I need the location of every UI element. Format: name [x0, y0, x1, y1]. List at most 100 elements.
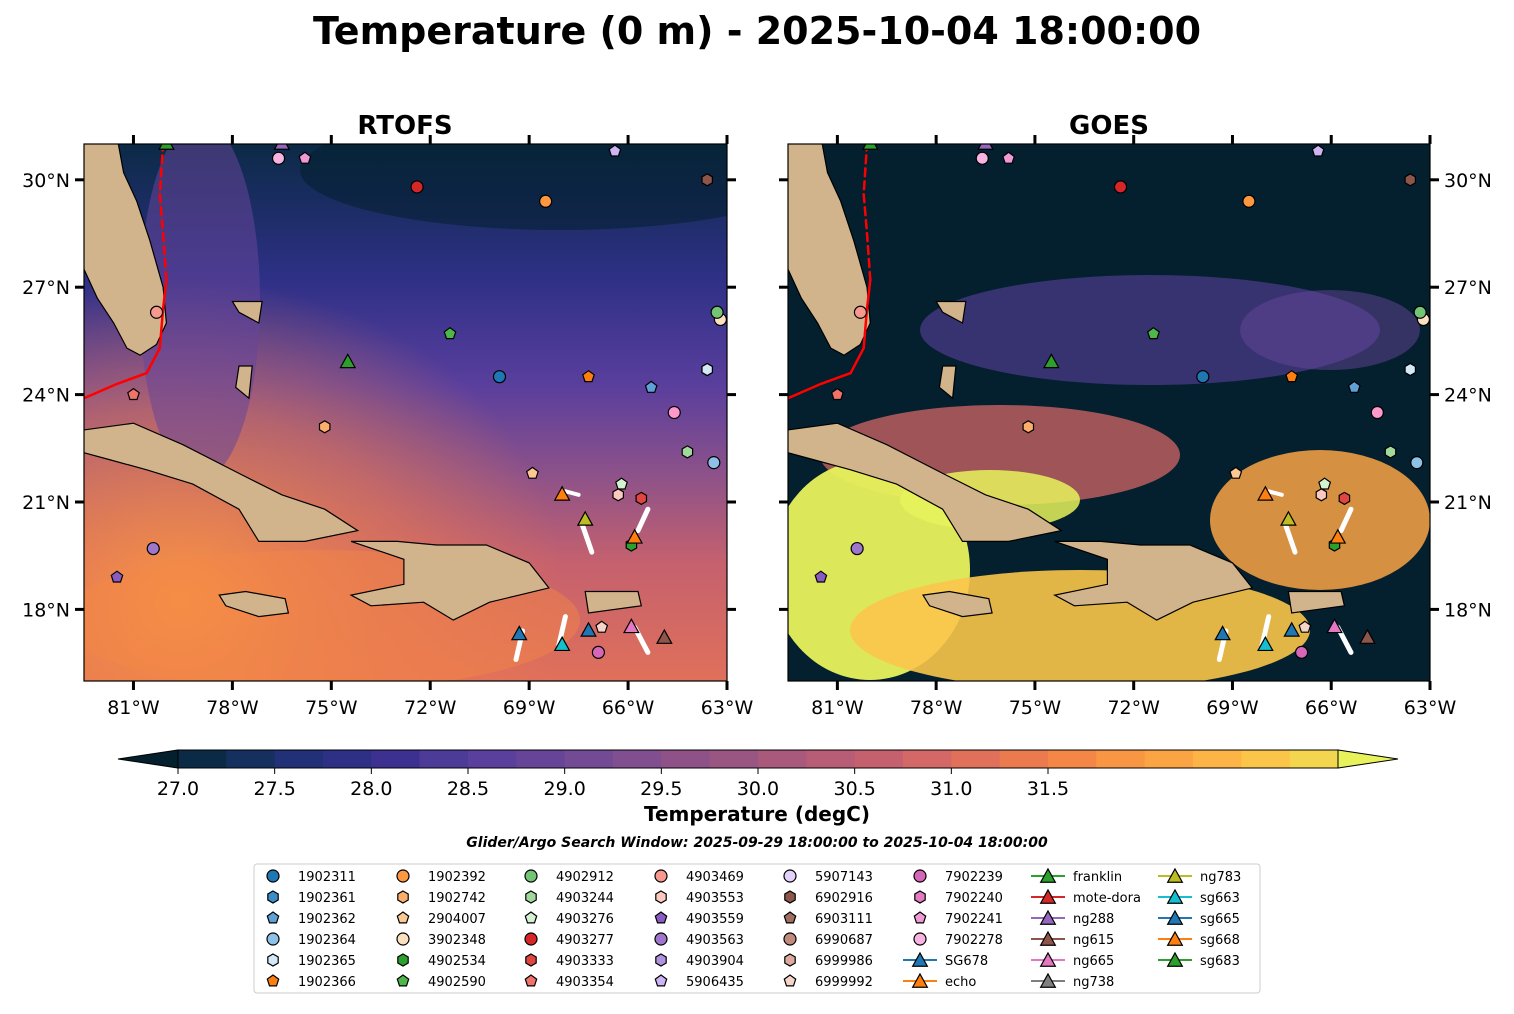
legend-label: ng738	[1073, 975, 1114, 990]
legend-marker-4903277	[524, 932, 538, 946]
colorbar-tick-label: 30.5	[834, 778, 876, 800]
legend-marker-7902241	[913, 911, 927, 924]
glider-echo	[1257, 485, 1274, 501]
colorbar-segment	[1193, 750, 1242, 768]
obs-7902278	[975, 151, 989, 165]
legend-marker-1902392	[396, 869, 410, 883]
andros-land	[235, 365, 253, 400]
legend-label: 4903904	[686, 954, 744, 969]
colorbar-label: Temperature (degC)	[644, 802, 870, 826]
obs-7902278b	[667, 405, 681, 420]
obs-4903244	[1384, 445, 1397, 459]
legend-label: sg668	[1200, 933, 1240, 948]
legend-marker-ng615	[1039, 930, 1057, 946]
legend-marker-4903244	[525, 890, 537, 904]
legend-marker-5906435	[654, 974, 668, 987]
xtick-label: 66°W	[602, 697, 655, 719]
glider-track-6	[563, 489, 581, 497]
legend-marker-7902240	[914, 890, 926, 904]
legend-label: 4903333	[556, 954, 614, 969]
obs-2904007	[525, 466, 539, 479]
xtick-label: 63°W	[701, 697, 754, 719]
florida-current-dashed-line	[158, 144, 168, 282]
glider-ng288	[977, 144, 994, 150]
obs-4903553	[612, 488, 625, 502]
colorbar-segment	[178, 750, 227, 768]
colorbar-segment	[613, 750, 662, 768]
glider-sg683	[158, 144, 175, 150]
glider-SG678	[510, 625, 528, 641]
florida-current-line	[788, 278, 872, 400]
obs-1902366	[582, 369, 595, 383]
legend-label: 4903276	[556, 912, 614, 927]
legend-label: sg683	[1200, 954, 1240, 969]
florida-land	[84, 144, 168, 356]
obs-7902241	[1002, 151, 1016, 164]
colorbar-segment	[758, 750, 807, 768]
ytick-label: 27°N	[22, 277, 70, 299]
legend-marker-ng783	[1166, 867, 1184, 883]
xtick-label: 78°W	[910, 697, 963, 719]
legend-label: ng615	[1073, 933, 1114, 948]
cuba-land	[84, 422, 360, 542]
legend-marker-1902365	[267, 953, 279, 967]
legend-marker-sg683	[1166, 951, 1184, 967]
colorbar-segment	[854, 750, 904, 768]
legend-marker-1902364	[266, 932, 280, 946]
legend-label: 4902534	[428, 954, 486, 969]
colorbar-segment	[323, 750, 372, 768]
legend-label: 4903244	[556, 891, 614, 906]
legend-marker-ng288	[1039, 909, 1057, 925]
gulf-stream-band	[140, 144, 260, 480]
legend-marker-1902366	[266, 974, 280, 987]
colorbar-tick-label: 30.0	[737, 778, 779, 800]
obs-1902365	[1404, 362, 1417, 377]
rtofs-map: 81°W 78°W 75°W 72°W 69°W 66°W 63°W 18°N 21°N 24°N…	[22, 135, 754, 719]
colorbar-tick-label: 31.5	[1027, 778, 1069, 800]
obs-7902239	[1294, 645, 1309, 659]
glider-sg665	[580, 621, 597, 637]
legend-label: 6902916	[815, 891, 873, 906]
legend-label: 7902240	[945, 891, 1003, 906]
obs-6902916	[1404, 173, 1417, 187]
legend-marker-6999992	[783, 974, 797, 987]
legend-marker-6903111	[783, 911, 797, 924]
colorbar-segment	[1144, 750, 1194, 768]
obs-4903563	[146, 541, 160, 556]
goes-land	[788, 144, 1346, 621]
legend-marker-7902239	[913, 869, 927, 883]
colorbar-segment	[564, 750, 614, 768]
legend-label: ng783	[1200, 870, 1241, 885]
legend-label: 5907143	[815, 870, 873, 885]
glider-sg665	[1283, 621, 1301, 637]
obs-4903469	[853, 305, 868, 319]
obs-5906435	[1311, 144, 1325, 157]
legend-label: SG678	[945, 954, 988, 969]
obs-2904007	[1229, 466, 1243, 479]
rtofs-observations	[110, 144, 727, 659]
obs-4902912	[1413, 305, 1427, 319]
legend-label: 2904007	[428, 912, 486, 927]
ytick-label: 18°N	[22, 599, 70, 621]
legend-marker-4903904	[655, 953, 667, 967]
obs-6902916	[701, 173, 714, 187]
colorbar-tick-label: 27.0	[157, 778, 199, 800]
legend-label: 4903469	[686, 870, 744, 885]
colorbar-segment	[661, 750, 711, 768]
legend-label: 6903111	[815, 912, 873, 927]
obs-4903469	[149, 305, 164, 319]
ytick-label: 24°N	[22, 385, 70, 407]
legend-marker-4903333	[525, 953, 537, 967]
panel-title-goes: GOES	[1069, 111, 1149, 141]
glider-franklin	[339, 353, 357, 369]
legend-marker-6990687	[783, 932, 797, 946]
obs-6999992	[595, 620, 609, 633]
legend-label: ng665	[1073, 954, 1114, 969]
xtick-label: 72°W	[1107, 697, 1160, 719]
legend-marker-6902916	[784, 890, 796, 904]
colorbar-segment	[999, 750, 1049, 768]
glider-ng783	[1280, 510, 1297, 526]
legend-label: 7902239	[945, 870, 1003, 885]
ytick-label: 30°N	[1444, 170, 1492, 192]
xtick-label: 63°W	[1404, 697, 1457, 719]
